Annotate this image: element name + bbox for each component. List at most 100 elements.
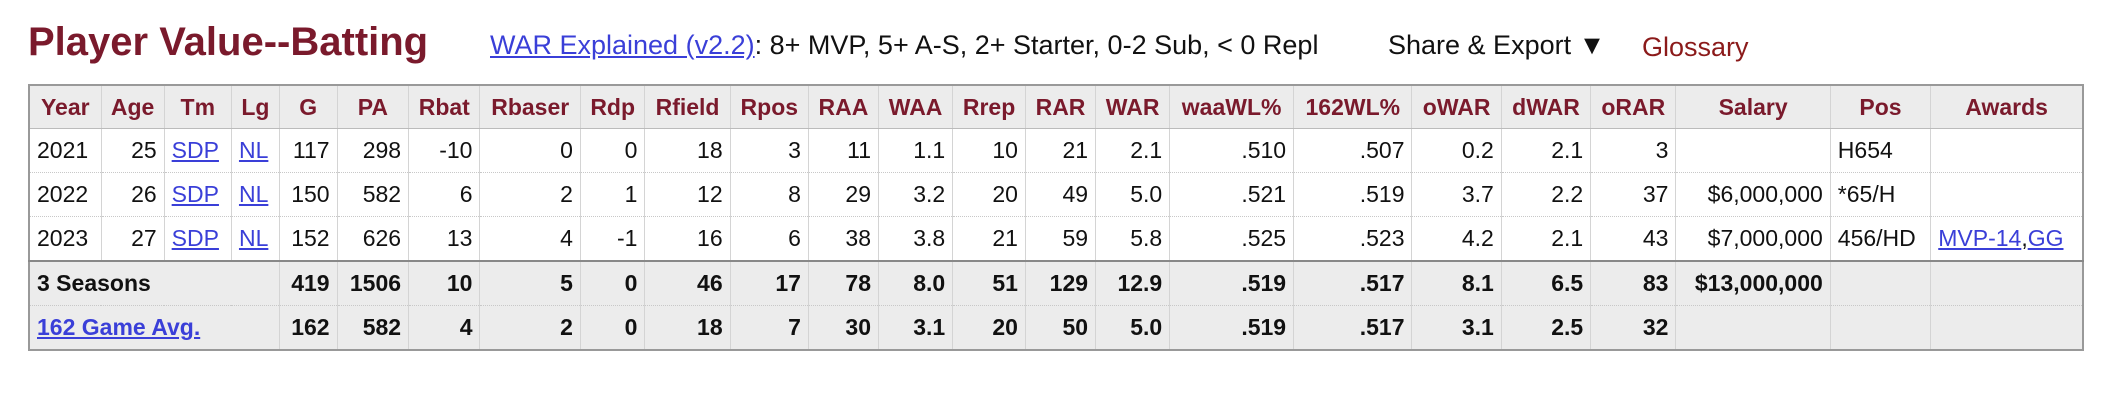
- cell-waa: 3.2: [878, 172, 954, 217]
- award-link-mvp[interactable]: MVP-14: [1938, 225, 2022, 251]
- column-header[interactable]: Rbaser: [479, 85, 581, 129]
- table-row: 2023 27 SDP NL 152 626 13 4 -1 16 6 38 3…: [29, 216, 2084, 262]
- cell-league: NL: [231, 216, 280, 262]
- column-header[interactable]: PA: [337, 85, 410, 129]
- cell-g: 117: [279, 128, 338, 173]
- cell-waawl: .519: [1169, 260, 1295, 306]
- award-link-gg[interactable]: GG: [2027, 225, 2064, 251]
- cell-waa: 8.0: [878, 260, 954, 306]
- column-header[interactable]: Rbat: [408, 85, 481, 129]
- column-header[interactable]: G: [279, 85, 338, 129]
- cell-162wl: .523: [1293, 216, 1413, 262]
- cell-rrep: 21: [952, 216, 1026, 262]
- column-header[interactable]: WAR: [1095, 85, 1171, 129]
- cell-rfield: 18: [644, 305, 731, 351]
- cell-rar: 59: [1025, 216, 1097, 262]
- cell-rpos: 17: [730, 260, 809, 306]
- column-header[interactable]: Lg: [231, 85, 280, 129]
- team-link[interactable]: SDP: [171, 181, 219, 207]
- cell-dwar: 2.2: [1501, 172, 1592, 217]
- cell-salary: $7,000,000: [1675, 216, 1831, 262]
- team-link[interactable]: SDP: [171, 137, 219, 163]
- cell-age: 26: [101, 172, 165, 217]
- cell-rpos: 7: [730, 305, 809, 351]
- cell-g: 162: [279, 305, 338, 351]
- column-header[interactable]: Age: [101, 85, 165, 129]
- cell-rrep: 51: [952, 260, 1026, 306]
- column-header[interactable]: Rdp: [580, 85, 646, 129]
- column-header[interactable]: Rrep: [952, 85, 1026, 129]
- cell-waa: 3.8: [878, 216, 954, 262]
- cell-pos: *65/H: [1830, 172, 1932, 217]
- league-link[interactable]: NL: [238, 181, 269, 207]
- batting-value-table: Year Age Tm Lg G PA Rbat Rbaser Rdp Rfie…: [28, 84, 2084, 351]
- cell-dwar: 6.5: [1501, 260, 1592, 306]
- war-scale-line: WAR Explained (v2.2): 8+ MVP, 5+ A-S, 2+…: [490, 30, 1318, 61]
- column-header[interactable]: 162WL%: [1293, 85, 1413, 129]
- cell-age: 25: [101, 128, 165, 173]
- cell-owar: 0.2: [1411, 128, 1502, 173]
- cell-pa: 582: [337, 305, 410, 351]
- cell-age: 27: [101, 216, 165, 262]
- cell-g: 419: [279, 260, 338, 306]
- cell-rpos: 3: [730, 128, 809, 173]
- column-header[interactable]: WAA: [878, 85, 954, 129]
- cell-rpos: 6: [730, 216, 809, 262]
- war-explained-link[interactable]: WAR Explained (v2.2): [490, 30, 755, 60]
- cell-rbat: 6: [408, 172, 481, 217]
- cell-waawl: .525: [1169, 216, 1295, 262]
- cell-owar: 3.1: [1411, 305, 1502, 351]
- table-header-row: Year Age Tm Lg G PA Rbat Rbaser Rdp Rfie…: [29, 85, 2084, 129]
- column-header[interactable]: Rpos: [730, 85, 809, 129]
- cell-rar: 50: [1025, 305, 1097, 351]
- glossary-link[interactable]: Glossary: [1642, 32, 1749, 62]
- column-header[interactable]: Year: [29, 85, 102, 129]
- league-link[interactable]: NL: [238, 137, 269, 163]
- cell-pos: 456/HD: [1830, 216, 1932, 262]
- team-link[interactable]: SDP: [171, 225, 219, 251]
- cell-war: 12.9: [1095, 260, 1171, 306]
- cell-rbaser: 5: [479, 260, 581, 306]
- cell-pos: [1830, 305, 1932, 351]
- column-header[interactable]: RAA: [808, 85, 880, 129]
- column-header[interactable]: Tm: [164, 85, 232, 129]
- chevron-down-icon: ▼: [1578, 30, 1606, 60]
- cell-salary: [1675, 128, 1831, 173]
- cell-pa: 582: [337, 172, 410, 217]
- share-export-menu[interactable]: Share & Export ▼: [1388, 30, 1605, 61]
- column-header[interactable]: Rfield: [644, 85, 731, 129]
- page-title: Player Value--Batting: [28, 20, 429, 64]
- share-export-label: Share & Export: [1388, 30, 1572, 60]
- cell-awards: MVP-14,GG: [1930, 216, 2084, 262]
- column-header[interactable]: oRAR: [1590, 85, 1677, 129]
- cell-raa: 30: [808, 305, 880, 351]
- cell-rrep: 20: [952, 172, 1026, 217]
- column-header[interactable]: RAR: [1025, 85, 1097, 129]
- column-header[interactable]: oWAR: [1411, 85, 1502, 129]
- cell-rbat: 13: [408, 216, 481, 262]
- cell-owar: 8.1: [1411, 260, 1502, 306]
- cell-rbat: -10: [408, 128, 481, 173]
- cell-raa: 11: [808, 128, 880, 173]
- totals-label: 3 Seasons: [29, 260, 280, 306]
- cell-owar: 4.2: [1411, 216, 1502, 262]
- league-link[interactable]: NL: [238, 225, 269, 251]
- cell-rfield: 12: [644, 172, 731, 217]
- column-header[interactable]: Pos: [1830, 85, 1932, 129]
- cell-pa: 1506: [337, 260, 410, 306]
- cell-dwar: 2.1: [1501, 216, 1592, 262]
- cell-orar: 3: [1590, 128, 1677, 173]
- column-header[interactable]: Salary: [1675, 85, 1831, 129]
- cell-rrep: 10: [952, 128, 1026, 173]
- cell-awards: [1930, 172, 2084, 217]
- section-header: Player Value--Batting WAR Explained (v2.…: [28, 18, 2088, 78]
- column-header[interactable]: Awards: [1930, 85, 2084, 129]
- game-avg-link[interactable]: 162 Game Avg.: [37, 314, 201, 340]
- column-header[interactable]: dWAR: [1501, 85, 1592, 129]
- cell-rrep: 20: [952, 305, 1026, 351]
- cell-awards: [1930, 260, 2084, 306]
- cell-year: 2021: [29, 128, 102, 173]
- cell-pos: H654: [1830, 128, 1932, 173]
- column-header[interactable]: waaWL%: [1169, 85, 1295, 129]
- cell-g: 150: [279, 172, 338, 217]
